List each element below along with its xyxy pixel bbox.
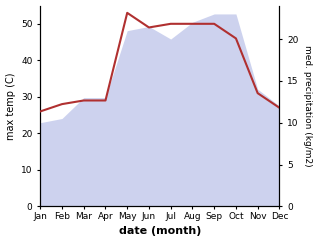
X-axis label: date (month): date (month) <box>119 227 201 236</box>
Y-axis label: med. precipitation (kg/m2): med. precipitation (kg/m2) <box>303 45 313 167</box>
Y-axis label: max temp (C): max temp (C) <box>5 72 16 140</box>
